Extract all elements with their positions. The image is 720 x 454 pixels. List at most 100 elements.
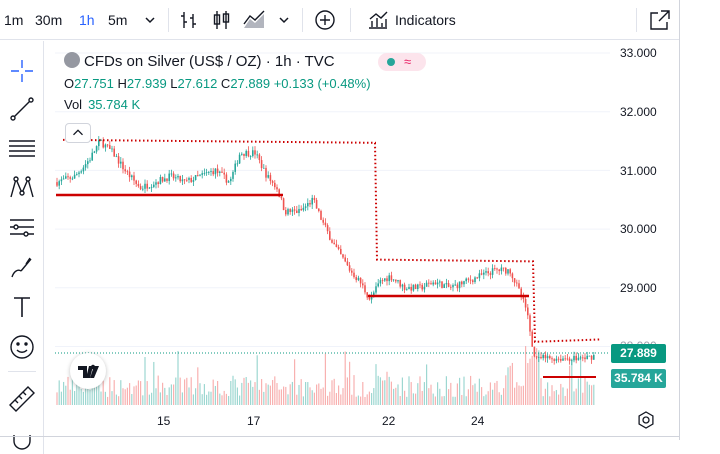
magnet-icon[interactable] — [6, 423, 38, 454]
volume-bar — [542, 396, 544, 405]
volume-bar — [76, 377, 78, 405]
brush-icon[interactable] — [6, 251, 38, 283]
volume-bar — [461, 394, 463, 405]
chevron-down-icon[interactable] — [272, 8, 296, 32]
candle-body — [216, 168, 219, 173]
volume-bar — [305, 382, 307, 405]
volume-bar — [153, 361, 155, 405]
interval-5m[interactable]: 5m — [108, 12, 128, 28]
volume-bar — [509, 365, 511, 405]
time-tick: 24 — [471, 414, 485, 428]
emoji-icon[interactable] — [6, 331, 38, 363]
trend-line-icon[interactable] — [6, 93, 38, 125]
volume-bar — [140, 381, 142, 405]
candle-body — [320, 210, 322, 220]
volume-bar — [338, 385, 340, 405]
candle-body — [89, 160, 91, 162]
candle-body — [95, 146, 98, 152]
volume-bar — [302, 396, 304, 405]
volume-bar — [278, 389, 280, 405]
volume-bar — [377, 375, 379, 405]
interval-30m[interactable]: 30m — [35, 12, 63, 28]
candle-body — [560, 358, 562, 361]
volume-bar — [217, 381, 219, 405]
volume-bar — [98, 377, 100, 405]
volume-bar — [100, 391, 102, 405]
candle-body — [397, 280, 399, 282]
volume-bar — [327, 395, 329, 405]
volume-bar — [195, 388, 197, 405]
fib-retracement-icon[interactable] — [6, 133, 38, 165]
prediction-icon[interactable] — [6, 211, 38, 243]
volume-bar — [311, 390, 313, 405]
volume-bar — [500, 394, 502, 405]
candle-body — [166, 178, 168, 181]
indicators-icon[interactable] — [366, 8, 390, 32]
volume-bar — [564, 395, 566, 405]
volume-bar — [571, 358, 573, 405]
pattern-icon[interactable] — [6, 171, 38, 203]
volume-bar — [243, 377, 245, 405]
candle-body — [406, 289, 408, 290]
ruler-icon[interactable] — [6, 383, 38, 415]
candle-body — [538, 356, 540, 358]
text-icon[interactable] — [6, 291, 38, 323]
candle-body — [241, 153, 243, 155]
candle-body — [150, 186, 153, 188]
candle-body — [190, 177, 192, 182]
candle-body — [201, 173, 203, 175]
volume-bar — [322, 387, 324, 405]
candle-body — [414, 284, 417, 290]
volume-bar — [245, 377, 247, 405]
candle-body — [291, 209, 294, 212]
indicators-button[interactable]: Indicators — [395, 12, 456, 28]
market-status-badge[interactable]: ≈ — [378, 53, 426, 71]
candle-body — [219, 171, 221, 173]
volume-bar — [250, 380, 252, 405]
candle-body — [62, 178, 65, 180]
silver-symbol-icon — [64, 52, 80, 68]
candle-body — [392, 279, 395, 281]
candle-body — [186, 179, 188, 181]
volume-bar — [448, 389, 450, 405]
candle-body — [412, 284, 415, 291]
volume-bar — [439, 388, 441, 405]
area-chart-type-icon[interactable] — [242, 8, 266, 32]
crosshair-icon[interactable] — [6, 55, 38, 87]
candle-body — [159, 177, 162, 184]
change-value: +0.133 (+0.48%) — [273, 76, 371, 91]
volume-bar — [234, 379, 236, 405]
volume-bar — [58, 380, 60, 405]
volume-bar — [93, 375, 95, 405]
volume-bar — [591, 385, 593, 405]
candles-chart-type-icon[interactable] — [210, 8, 234, 32]
price-chart[interactable] — [55, 41, 680, 454]
collapse-legend-button[interactable] — [65, 123, 91, 143]
volume-bar — [157, 375, 159, 405]
volume-bar — [96, 383, 98, 405]
bar-chart-type-icon[interactable] — [178, 8, 202, 32]
volume-bar — [441, 396, 443, 405]
volume-bar — [120, 380, 122, 405]
candle-body — [463, 281, 465, 285]
fullscreen-popout-icon[interactable] — [648, 8, 672, 32]
candle-body — [531, 331, 533, 347]
volume-bar — [173, 384, 175, 405]
symbol-legend[interactable]: CFDs on Silver (US$ / OZ) · 1h · TVC — [64, 52, 335, 72]
interval-1m[interactable]: 1m — [4, 12, 24, 28]
interval-1h[interactable]: 1h — [79, 12, 95, 28]
volume-bar — [547, 382, 549, 405]
candle-body — [366, 292, 368, 298]
volume-bar — [527, 363, 529, 405]
chevron-down-icon[interactable] — [138, 8, 162, 32]
candle-body — [593, 354, 595, 360]
candle-body — [355, 277, 357, 281]
tradingview-logo-icon[interactable] — [70, 353, 106, 389]
compare-add-icon[interactable] — [313, 8, 337, 32]
chart-settings-gear-icon[interactable] — [636, 410, 656, 430]
candle-body — [157, 182, 159, 184]
candle-body — [183, 179, 186, 181]
candle-body — [544, 354, 547, 359]
volume-bar — [560, 383, 562, 405]
candle-body — [362, 283, 364, 286]
